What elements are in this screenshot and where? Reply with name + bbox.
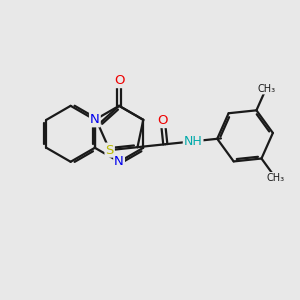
Text: N: N <box>90 113 100 126</box>
Text: S: S <box>106 144 114 157</box>
Text: CH₃: CH₃ <box>266 173 284 183</box>
Text: NH: NH <box>184 135 203 148</box>
Text: O: O <box>158 114 168 127</box>
Text: O: O <box>114 74 124 87</box>
Text: N: N <box>114 155 124 168</box>
Text: CH₃: CH₃ <box>257 84 275 94</box>
